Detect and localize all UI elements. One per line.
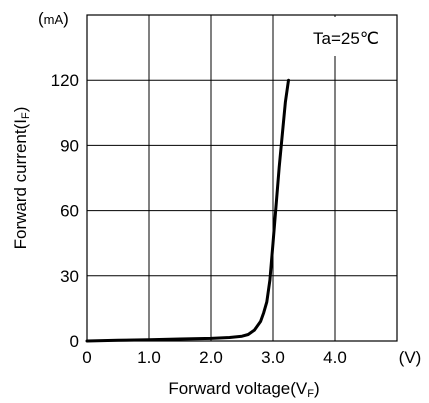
y-tick-label: 90 [60, 136, 79, 155]
y-axis-label: Forward current(IF) [11, 107, 32, 250]
annotation-background [297, 17, 396, 56]
y-tick-labels: 0 30 60 90 120 [51, 71, 79, 351]
y-tick-label: 30 [60, 267, 79, 286]
x-tick-label: 2.0 [199, 348, 223, 367]
series-line [85, 78, 290, 343]
temperature-annotation: Ta=25℃ [313, 29, 379, 48]
x-tick-label: 3.0 [261, 348, 285, 367]
x-axis-label: Forward voltage(VF) [168, 379, 319, 400]
y-tick-label: 0 [70, 332, 79, 351]
grid [87, 15, 397, 341]
x-unit: (V) [399, 348, 422, 367]
y-tick-label: 120 [51, 71, 79, 90]
x-tick-labels: 0 1.0 2.0 3.0 4.0 [82, 348, 347, 367]
x-tick-label: 4.0 [323, 348, 347, 367]
x-tick-label: 1.0 [137, 348, 161, 367]
y-tick-label: 60 [60, 202, 79, 221]
plot-frame [86, 14, 398, 342]
x-tick-label: 0 [82, 348, 91, 367]
y-unit: (mA) [38, 9, 69, 28]
